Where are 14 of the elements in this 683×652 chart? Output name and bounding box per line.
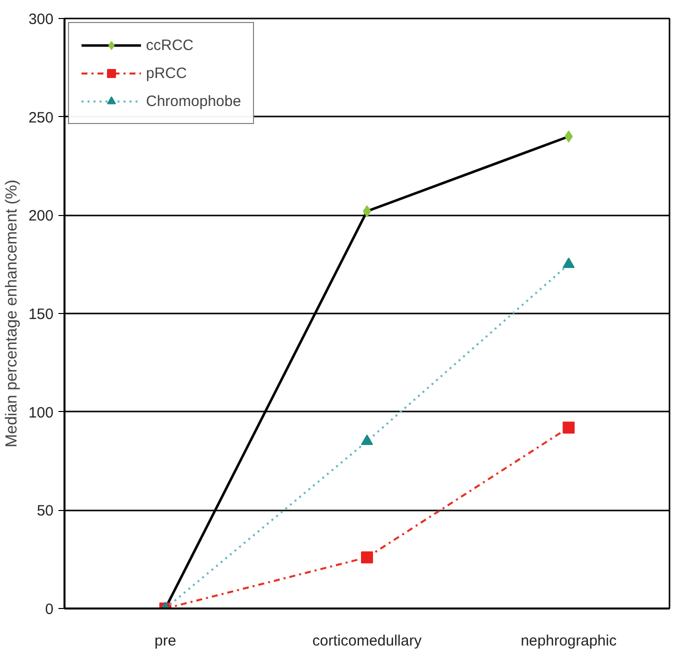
legend-label: pRCC bbox=[146, 64, 187, 82]
legend-label: ccRCC bbox=[146, 36, 194, 54]
legend-label: Chromophobe bbox=[146, 92, 242, 110]
x-tick-label: corticomedullary bbox=[312, 632, 422, 650]
y-tick-label: 50 bbox=[36, 502, 54, 520]
y-axis-title: Median percentage enhancement (%) bbox=[3, 180, 20, 448]
y-tick-label: 150 bbox=[28, 306, 54, 323]
x-tick-label: pre bbox=[154, 632, 176, 650]
y-tick-label: 300 bbox=[28, 11, 54, 28]
y-tick-label: 200 bbox=[28, 208, 54, 225]
y-tick-label: 100 bbox=[28, 404, 54, 422]
y-tick-label: 250 bbox=[28, 109, 54, 126]
x-tick-label: nephrographic bbox=[520, 632, 618, 650]
y-tick-label: 0 bbox=[45, 601, 54, 618]
